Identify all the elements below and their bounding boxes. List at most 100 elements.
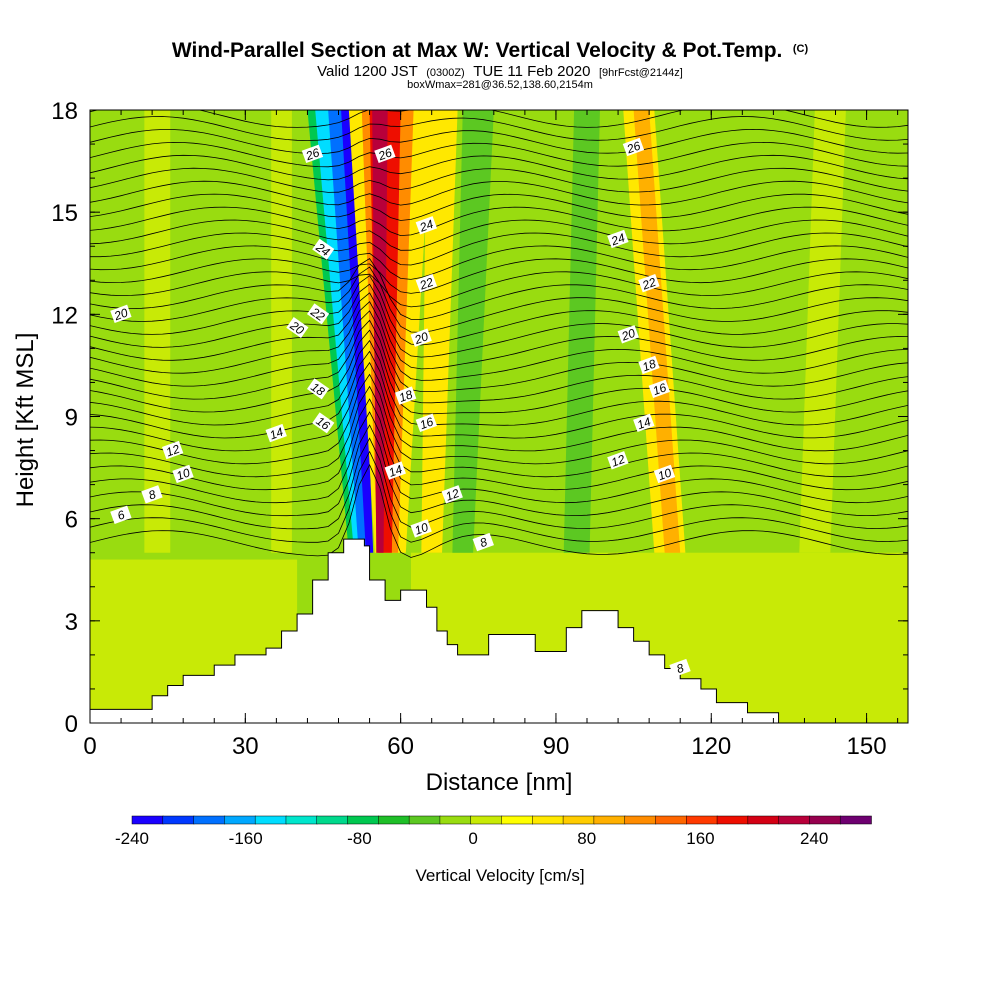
velocity-band-down-6: [563, 110, 600, 553]
colorbar-tick-label: 0: [468, 829, 477, 848]
contour-label-text: 8: [675, 661, 686, 677]
contour-label-box: [265, 423, 287, 443]
colorbar-swatch: [501, 815, 534, 825]
colorbar-swatch: [532, 815, 564, 825]
velocity-band-down-5: [452, 110, 494, 553]
contour-label-box: [415, 274, 438, 293]
contour-label-text: 16: [651, 380, 669, 398]
contour-label: 16: [648, 379, 671, 398]
contour-label-text: 14: [635, 414, 653, 432]
colorbar: -240 -160 -80 0 80 160 240: [115, 815, 872, 848]
theta-contours: [90, 110, 908, 558]
theta-contour: [90, 180, 908, 206]
x-tick-label: 90: [543, 733, 570, 760]
colorbar-swatch: [193, 815, 226, 825]
contour-label-box: [141, 485, 163, 504]
contour-label-box: [110, 304, 132, 324]
contour-label-box: [638, 274, 660, 293]
contour-label-text: 26: [375, 145, 394, 163]
plot-area: 2026242220181614121086262422201816141210…: [90, 110, 908, 723]
contour-label: 20: [410, 328, 432, 347]
contour-label: 14: [633, 413, 655, 432]
contour-label: 16: [312, 412, 335, 434]
x-tick-label: 0: [83, 733, 96, 760]
theta-contour: [90, 463, 908, 558]
contour-label-text: 6: [116, 507, 127, 523]
theta-contour: [90, 266, 908, 333]
contour-label-box: [622, 137, 645, 157]
contour-label: 20: [110, 304, 132, 324]
colorbar-tick-label: 240: [800, 829, 828, 848]
x-axis-title: Distance [nm]: [426, 769, 573, 796]
y-tick-label: 0: [65, 711, 78, 738]
theta-contour: [90, 319, 908, 404]
contour-label: 8: [141, 485, 163, 504]
contour-label-text: 10: [413, 520, 431, 538]
contour-label-text: 24: [313, 239, 333, 259]
colorbar-swatch: [285, 815, 318, 825]
contour-label: 12: [161, 440, 184, 460]
theta-contour: [90, 275, 908, 346]
contour-label-text: 20: [111, 305, 130, 323]
colorbar-tick-label: 160: [686, 829, 714, 848]
colorbar-tick-label: -80: [347, 829, 372, 848]
contour-label: 20: [286, 317, 309, 339]
contour-label-text: 26: [303, 145, 322, 163]
terrain-mask: [90, 538, 908, 723]
contour-label-box: [472, 532, 494, 552]
contour-label-text: 18: [640, 356, 658, 374]
contour-label-text: 18: [397, 387, 415, 405]
theta-contour: [90, 141, 908, 168]
contour-label-box: [394, 386, 417, 405]
contour-label-text: 12: [609, 452, 627, 470]
colorbar-swatch: [747, 815, 780, 825]
y-tick-label: 3: [65, 609, 78, 636]
contour-label-box: [306, 303, 330, 325]
contour-label: 24: [415, 216, 438, 235]
colorbar-swatch: [408, 815, 441, 825]
colorbar-swatch: [716, 815, 749, 825]
contour-label: 12: [441, 485, 463, 504]
contour-label-box: [286, 317, 309, 339]
contour-label-text: 10: [175, 465, 193, 483]
colorbar-tick-label: -160: [229, 829, 263, 848]
contour-label-box: [410, 519, 432, 538]
theta-contour: [90, 219, 908, 251]
contour-label: 10: [410, 519, 432, 538]
x-axis: 0 30 60 90 120 150: [83, 110, 899, 760]
contour-label-text: 24: [608, 230, 627, 248]
colorbar-title: Vertical Velocity [cm/s]: [415, 866, 584, 885]
contour-label: 8: [669, 658, 691, 678]
contour-label: 24: [607, 229, 629, 249]
contour-label-box: [653, 464, 676, 484]
contour-label-box: [161, 440, 184, 460]
y-tick-label: 9: [65, 405, 78, 432]
y-tick-label: 12: [51, 302, 78, 329]
contour-label-box: [410, 328, 432, 347]
theta-contour: [90, 373, 908, 465]
contour-label-text: 14: [387, 462, 405, 480]
theta-contour: [90, 329, 908, 415]
colorbar-swatch: [839, 815, 872, 825]
contour-label-box: [312, 412, 335, 434]
contour-label-text: 12: [444, 486, 462, 504]
contour-label-text: 20: [619, 326, 638, 344]
contour-labels: 2026242220181614121086262422201816141210…: [110, 137, 691, 678]
velocity-band-down-3: [328, 110, 371, 553]
contour-label: 18: [394, 386, 417, 405]
theta-contour: [90, 424, 908, 517]
x-tick-label: 60: [387, 733, 414, 760]
velocity-band-up-10: [271, 110, 292, 553]
velocity-band-down-4: [341, 110, 374, 553]
theta-contour: [90, 116, 908, 141]
contour-label: 22: [306, 303, 330, 325]
x-tick-label: 150: [847, 733, 887, 760]
contour-label-box: [110, 505, 132, 524]
colorbar-swatch: [686, 815, 718, 825]
x-tick-label: 120: [691, 733, 731, 760]
chart-title: Wind-Parallel Section at Max W: Vertical…: [172, 39, 809, 62]
colorbar-tick-label: 80: [577, 829, 596, 848]
velocity-field: [90, 110, 908, 723]
colorbar-swatch: [809, 815, 841, 825]
